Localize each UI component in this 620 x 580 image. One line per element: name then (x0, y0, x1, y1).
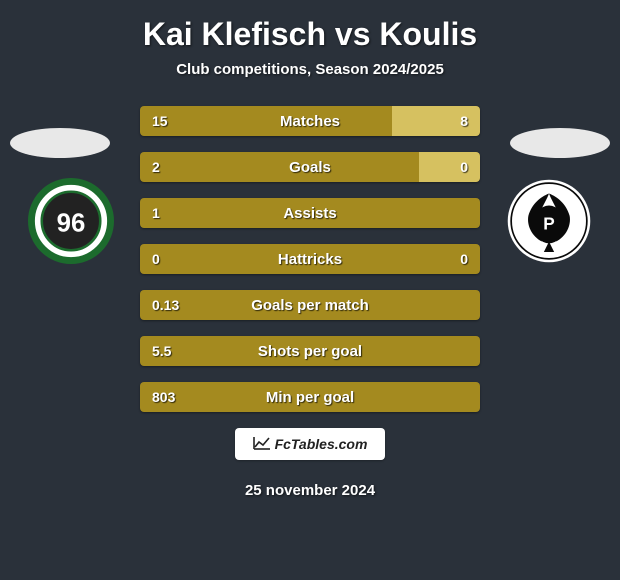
stat-label: Min per goal (140, 382, 480, 412)
stat-row: 2Goals0 (140, 152, 480, 182)
stat-label: Matches (140, 106, 480, 136)
stat-label: Hattricks (140, 244, 480, 274)
stat-label: Assists (140, 198, 480, 228)
brand-badge[interactable]: FcTables.com (235, 428, 385, 460)
svg-text:96: 96 (57, 209, 86, 237)
page-subtitle: Club competitions, Season 2024/2025 (0, 61, 620, 78)
stat-label: Goals (140, 152, 480, 182)
player-disc-left (10, 128, 110, 158)
stat-row: 1Assists (140, 198, 480, 228)
footer-date: 25 november 2024 (0, 482, 620, 499)
chart-icon (253, 436, 271, 453)
team-badge-left: 96 (28, 178, 114, 264)
stat-row: 5.5Shots per goal (140, 336, 480, 366)
stat-label: Goals per match (140, 290, 480, 320)
stat-value-right: 8 (460, 106, 468, 136)
player-disc-right (510, 128, 610, 158)
preussen-badge-icon: P (506, 178, 592, 264)
stat-value-right: 0 (460, 244, 468, 274)
stat-rows: 15Matches82Goals01Assists0Hattricks00.13… (140, 106, 480, 412)
stat-row: 15Matches8 (140, 106, 480, 136)
stat-row: 0Hattricks0 (140, 244, 480, 274)
team-badge-right: P (506, 178, 592, 264)
svg-text:P: P (543, 214, 554, 234)
stat-value-right: 0 (460, 152, 468, 182)
page-title: Kai Klefisch vs Koulis (0, 10, 620, 61)
hannover-96-icon: 96 (28, 178, 114, 264)
stat-row: 803Min per goal (140, 382, 480, 412)
stat-row: 0.13Goals per match (140, 290, 480, 320)
stat-label: Shots per goal (140, 336, 480, 366)
comparison-card: Kai Klefisch vs Koulis Club competitions… (0, 0, 620, 580)
brand-text: FcTables.com (275, 436, 368, 452)
